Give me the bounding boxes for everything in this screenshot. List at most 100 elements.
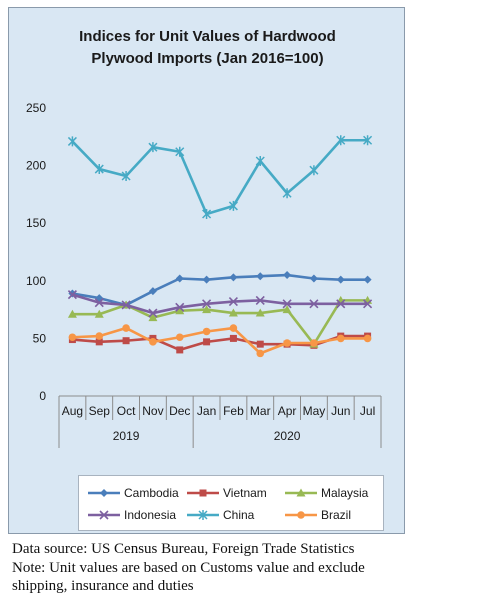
legend-label: Brazil: [321, 508, 352, 522]
y-tick-label: 0: [39, 389, 46, 403]
data-point-indonesia: [363, 299, 373, 309]
legend-item-indonesia: Indonesia: [87, 507, 176, 523]
data-point-brazil: [336, 334, 345, 343]
data-point-cambodia: [336, 275, 345, 284]
data-point-brazil: [310, 339, 318, 347]
legend-item-vietnam: Vietnam: [186, 485, 267, 501]
data-point-malaysia: [94, 309, 104, 318]
chart-legend: Cambodia Vietnam Malaysia Indonesia China Bra…: [78, 475, 384, 531]
legend-label: Indonesia: [124, 508, 177, 522]
x-tick-label: Nov: [142, 404, 163, 418]
data-point-china: [175, 146, 185, 157]
series-line-vietnam: [72, 334, 368, 352]
x-tick-label: Apr: [278, 404, 297, 418]
legend-item-china: China: [186, 507, 254, 523]
data-point-cambodia: [202, 275, 211, 284]
y-tick-label: 200: [26, 159, 46, 173]
series-indonesia: [67, 290, 373, 318]
x-tick-label: May: [303, 404, 326, 418]
data-point-malaysia: [228, 308, 238, 317]
legend-label: Malaysia: [321, 486, 369, 500]
data-point-indonesia: [94, 298, 104, 308]
data-point-china: [202, 208, 212, 219]
data-point-china: [336, 135, 346, 146]
legend-item-brazil: Brazil: [284, 507, 351, 523]
data-point-brazil: [283, 339, 291, 347]
legend-swatch-vietnam: [187, 489, 219, 497]
data-point-china: [363, 135, 373, 146]
data-point-china: [67, 136, 77, 147]
data-point-indonesia: [175, 302, 185, 312]
chart-title-line1: Indices for Unit Values of Hardwood: [79, 28, 336, 45]
data-point-malaysia: [202, 305, 212, 314]
legend-marker: [296, 488, 306, 497]
legend-label: Cambodia: [124, 486, 179, 500]
y-tick-label: 150: [26, 216, 46, 230]
data-point-indonesia: [336, 299, 346, 309]
data-point-indonesia: [255, 295, 265, 305]
data-point-cambodia: [229, 273, 238, 282]
data-point-vietnam: [95, 338, 103, 346]
data-point-malaysia: [148, 313, 158, 322]
x-tick-label: Aug: [62, 404, 83, 418]
data-point-brazil: [175, 333, 184, 342]
data-point-brazil: [149, 338, 157, 346]
data-point-china: [148, 142, 158, 153]
line-chart: 0 50 100 150 200 250 Aug Sep Oct Nov Dec Jan Feb Mar A…: [26, 101, 382, 448]
data-point-brazil: [363, 334, 372, 343]
series-line-indonesia: [72, 293, 368, 315]
data-point-indonesia: [228, 296, 238, 307]
year-label: 2019: [113, 429, 140, 443]
data-point-indonesia: [202, 299, 212, 309]
legend-item-malaysia: Malaysia: [284, 485, 368, 501]
legend-label: China: [223, 508, 255, 522]
series-line-malaysia: [72, 299, 368, 346]
data-point-cambodia: [363, 275, 372, 284]
data-point-cambodia: [256, 272, 265, 281]
legend-label: Vietnam: [223, 486, 267, 500]
x-tick-label: Jan: [197, 404, 216, 418]
data-point-china: [228, 200, 238, 211]
series-line-china: [71, 138, 368, 216]
legend-swatch-cambodia: [88, 489, 120, 497]
x-tick-label: Feb: [223, 404, 244, 418]
y-tick-label: 100: [26, 274, 46, 288]
x-tick-label: Mar: [250, 404, 271, 418]
note-line-1: Note: Unit values are based on Customs v…: [12, 559, 365, 576]
legend-swatch-indonesia: [88, 510, 120, 520]
data-point-brazil: [68, 333, 77, 342]
data-point-malaysia: [175, 306, 185, 315]
series-brazil: [68, 324, 372, 358]
data-source-note: Data source: US Census Bureau, Foreign T…: [12, 541, 355, 557]
data-point-china: [94, 164, 104, 175]
data-point-indonesia: [148, 308, 158, 318]
data-point-vietnam: [256, 340, 264, 348]
year-label: 2020: [274, 429, 301, 443]
data-point-china: [309, 165, 319, 176]
data-point-vietnam: [203, 338, 211, 346]
legend-marker: [198, 510, 208, 520]
x-tick-label: Dec: [169, 404, 190, 418]
data-point-brazil: [256, 349, 265, 358]
data-point-brazil: [122, 324, 130, 332]
data-point-indonesia: [309, 299, 319, 309]
data-point-indonesia: [282, 299, 292, 309]
legend-marker: [100, 489, 108, 497]
chart-frame: Indices for Unit Values of Hardwood Plyw…: [8, 7, 405, 534]
series-china: [67, 135, 373, 219]
series-vietnam: [68, 332, 372, 354]
y-tick-label: 250: [26, 101, 46, 115]
data-point-brazil: [229, 324, 238, 332]
legend-swatch-malaysia: [285, 488, 317, 497]
chart-title-line2: Plywood Imports (Jan 2016=100): [91, 50, 324, 67]
legend-marker: [297, 511, 305, 519]
data-point-malaysia: [67, 309, 77, 318]
x-tick-label: Oct: [117, 404, 136, 418]
legend-item-cambodia: Cambodia: [87, 485, 179, 501]
data-point-china: [255, 155, 265, 166]
series-line-brazil: [72, 326, 368, 355]
data-point-brazil: [95, 332, 104, 340]
x-tick-label: Sep: [89, 404, 111, 418]
chart-notes: Data source: US Census Bureau, Foreign T…: [12, 540, 472, 596]
data-point-indonesia: [67, 290, 77, 300]
